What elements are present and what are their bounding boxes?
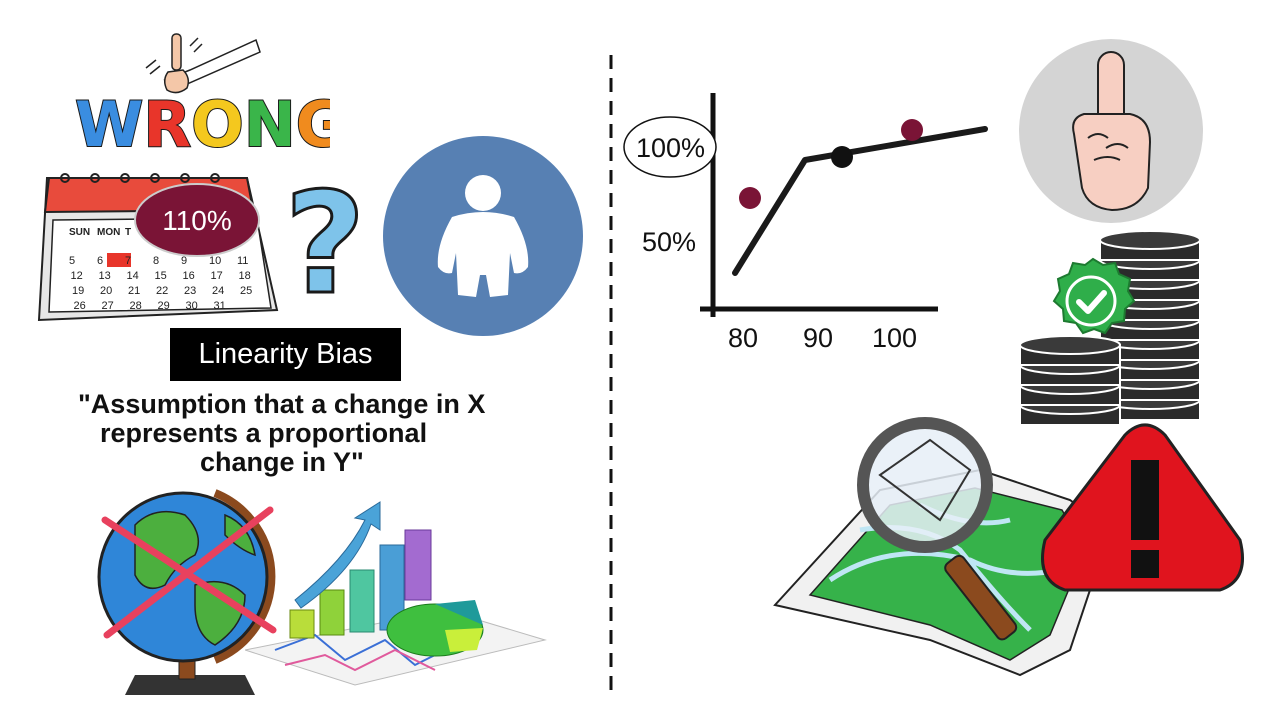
calendar-date: 30 (186, 300, 198, 312)
title-text: Linearity Bias (198, 338, 373, 370)
calendar-date: 19 (72, 285, 84, 297)
data-point-outlier-low (739, 187, 761, 209)
data-point-outlier-high (901, 119, 923, 141)
nonlinear-graph: 100% 50% 80 90 100 (620, 85, 1000, 365)
calendar-date: 5 (69, 255, 75, 267)
x-label-90: 90 (803, 323, 833, 353)
overweight-person-icon (382, 135, 584, 337)
svg-text:MON: MON (97, 227, 120, 238)
calendar-date: 16 (183, 270, 195, 282)
definition-line-2: represents a proportional (100, 418, 428, 448)
magnifier-icon (857, 417, 1018, 641)
coin-top (1099, 230, 1201, 250)
coin-top (1019, 335, 1121, 355)
calendar-date: 23 (184, 285, 196, 297)
coin-stacks-icon (1015, 225, 1210, 440)
calendar-date: 26 (74, 300, 86, 312)
highlight-ellipse (623, 116, 717, 178)
calendar-date: 18 (239, 270, 251, 282)
calendar-date: 21 (128, 285, 140, 297)
warning-icon (1041, 423, 1244, 592)
pointing-hand-icon (145, 33, 261, 94)
svg-text:110%: 110% (162, 205, 232, 236)
calendar-date: 12 (71, 270, 83, 282)
calendar-date: 7 (125, 255, 131, 267)
3d-charts-illustration (245, 500, 550, 690)
section-divider (608, 55, 614, 695)
y-label-100: 100% (636, 133, 705, 163)
calendar-date: 20 (100, 285, 112, 297)
calendar-date: 29 (158, 300, 170, 312)
calendar-date: 8 (153, 255, 159, 267)
calendar-date: 17 (211, 270, 223, 282)
definition-line-3: change in Y" (200, 447, 364, 477)
definition-line-1: "Assumption that a change in X (78, 389, 486, 419)
definition-quote: "Assumption that a change in X represent… (70, 390, 510, 477)
x-label-100: 100 (872, 323, 917, 353)
calendar-date: 22 (156, 285, 168, 297)
calendar-date: 28 (130, 300, 142, 312)
x-label-80: 80 (728, 323, 758, 353)
trend-line (732, 126, 988, 276)
calendar-date: 11 (237, 255, 248, 267)
data-point-on-line (831, 146, 853, 168)
calendar-date: 9 (181, 255, 187, 267)
y-label-50: 50% (642, 227, 696, 257)
calendar-date: 10 (209, 255, 221, 267)
calendar-date: 25 (240, 285, 252, 297)
calendar-date: 14 (127, 270, 139, 282)
crossed-globe-illustration (95, 485, 285, 710)
question-mark-icon: ? (290, 172, 360, 307)
percentage-bubble: 110% (134, 183, 260, 257)
calendar-date: 31 (214, 300, 226, 312)
calendar-date: 15 (155, 270, 167, 282)
calendar-illustration: SUN MON T 5 6 7 8 9 10 11 12 13 14 15 16 17 18 19 20 21 2… (35, 170, 280, 340)
calendar-date: 6 (97, 255, 103, 267)
check-badge-icon (1052, 257, 1136, 335)
calendar-date: 27 (102, 300, 114, 312)
page-title: Linearity Bias (170, 328, 401, 381)
map-magnifier-warning-illustration (770, 410, 1260, 680)
calendar-date: 13 (99, 270, 111, 282)
svg-text:T: T (125, 227, 131, 238)
wrong-word: WRONG! (75, 88, 330, 160)
wrong-illustration: WRONG! (70, 30, 330, 160)
calendar-date: 24 (212, 285, 224, 297)
svg-text:SUN: SUN (69, 227, 90, 238)
svg-text:?: ? (290, 172, 360, 307)
raised-finger-icon (1018, 38, 1204, 224)
